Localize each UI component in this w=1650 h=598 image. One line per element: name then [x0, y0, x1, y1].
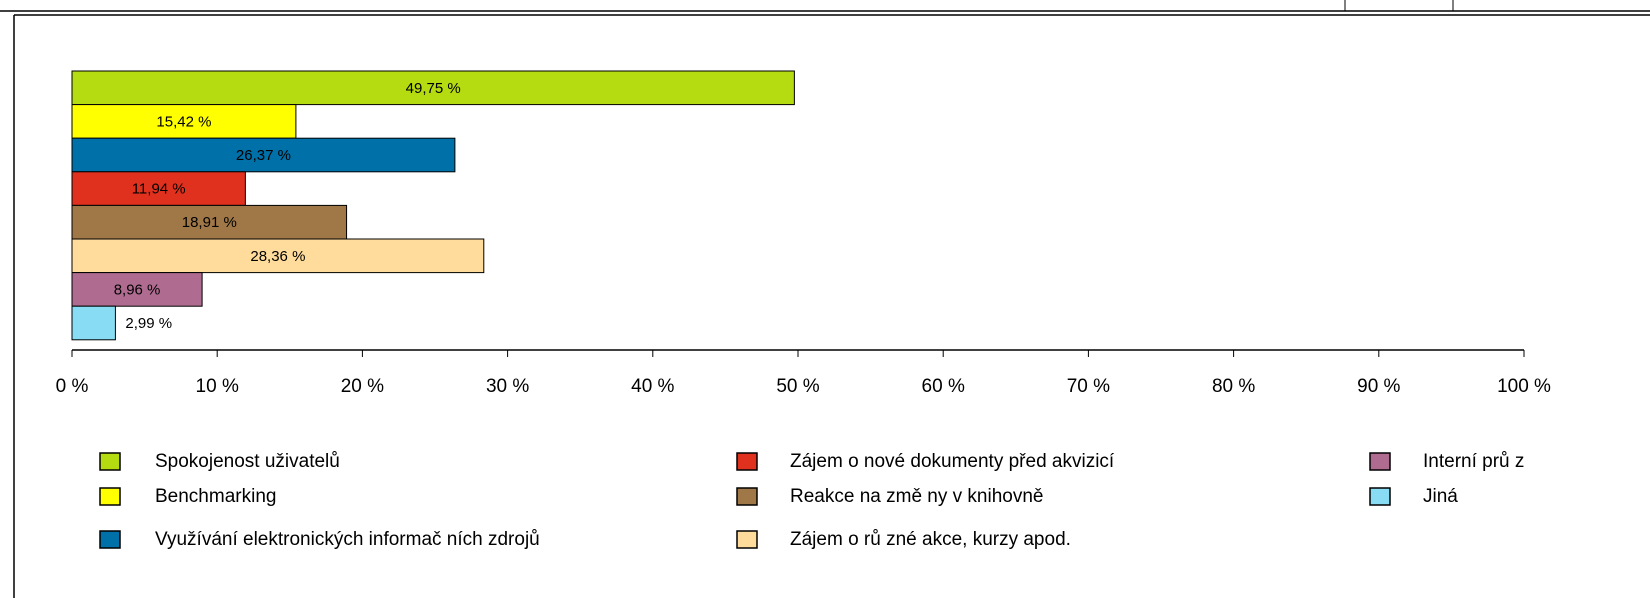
legend-swatch: [99, 452, 121, 471]
data-label: 15,42 %: [156, 113, 211, 130]
x-tick-label: 50 %: [776, 376, 819, 397]
legend-label: Zájem o rů zné akce, kurzy apod.: [790, 529, 1071, 550]
legend-swatch: [736, 452, 758, 471]
legend-label: Reakce na změ ny v knihovně: [790, 486, 1043, 507]
legend-swatch: [99, 530, 121, 549]
legend-label: Jiná: [1423, 486, 1458, 507]
data-label: 28,36 %: [250, 248, 305, 265]
legend-swatch: [1369, 452, 1391, 471]
x-tick-label: 30 %: [486, 376, 529, 397]
x-tick-label: 40 %: [631, 376, 674, 397]
data-label: 18,91 %: [182, 214, 237, 231]
legend-swatch: [736, 487, 758, 506]
legend-label: Zájem o nové dokumenty před akvizicí: [790, 451, 1115, 472]
x-tick-label: 20 %: [341, 376, 384, 397]
x-tick-label: 60 %: [922, 376, 965, 397]
legend-swatch: [736, 530, 758, 549]
data-label: 49,75 %: [406, 80, 461, 97]
legend-label: Benchmarking: [155, 486, 276, 507]
legend-label: Interní prů z: [1423, 451, 1524, 472]
x-tick-label: 90 %: [1357, 376, 1400, 397]
x-tick-label: 80 %: [1212, 376, 1255, 397]
bar: [71, 272, 203, 307]
bar: [71, 70, 795, 106]
bar: [71, 238, 485, 274]
legend-swatch: [99, 487, 121, 506]
data-label: 26,37 %: [236, 147, 291, 164]
data-label: 2,99 %: [125, 315, 172, 332]
data-label: 8,96 %: [114, 281, 161, 298]
x-tick-label: 100 %: [1497, 376, 1551, 397]
x-tick-label: 10 %: [196, 376, 239, 397]
x-tick-label: 0 %: [56, 376, 89, 397]
legend-label: Spokojenost uživatelů: [155, 451, 340, 472]
legend-label: Využívání elektronických informač ních z…: [155, 529, 540, 550]
bar: [71, 204, 348, 240]
legend-swatch: [1369, 487, 1391, 506]
bar: [71, 137, 456, 173]
data-label: 11,94 %: [132, 181, 186, 198]
bar: [71, 171, 246, 206]
x-tick-label: 70 %: [1067, 376, 1110, 397]
bar: [71, 104, 297, 139]
bar: [71, 305, 116, 341]
